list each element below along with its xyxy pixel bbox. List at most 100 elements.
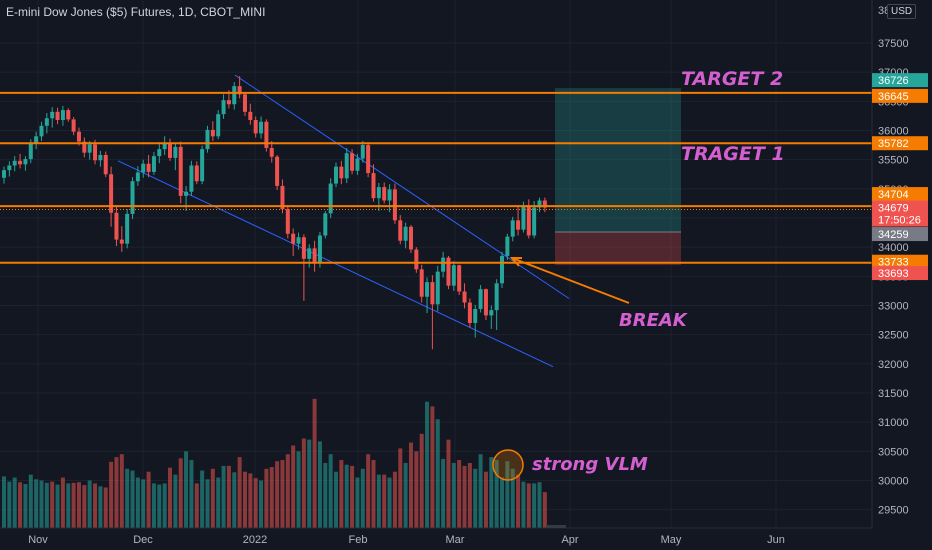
volume-bar	[483, 471, 488, 528]
volume-bar	[168, 467, 173, 528]
horizontal-levels	[0, 91, 872, 264]
volume-bar	[435, 419, 440, 528]
volume-bar	[328, 454, 333, 528]
volume-bar	[66, 483, 71, 528]
candle-body	[505, 236, 510, 256]
volume-bar	[441, 458, 446, 528]
candle	[334, 162, 339, 188]
candle-body	[392, 189, 397, 221]
candle-body	[526, 206, 531, 236]
candle-body	[323, 213, 328, 236]
volume-bar	[382, 474, 387, 528]
volume-bar	[537, 482, 542, 528]
volume-bar	[232, 472, 237, 528]
candle-body	[516, 220, 521, 230]
candle	[66, 108, 71, 122]
candle-body	[253, 119, 258, 134]
volume-bar	[221, 465, 226, 528]
time-axis-panel	[0, 528, 872, 550]
candle-body	[76, 131, 81, 142]
candle	[50, 107, 55, 128]
volume-bar	[264, 468, 269, 528]
candle-body	[237, 86, 242, 95]
candle-body	[168, 142, 173, 158]
volume-bar	[28, 474, 33, 528]
price-tick-label: 37500	[878, 38, 909, 50]
candle	[146, 154, 151, 178]
volume-bar	[371, 460, 376, 528]
candle-body	[280, 185, 285, 210]
bar-countdown-label: 17:50:26	[878, 215, 921, 227]
volume-bar	[360, 468, 365, 528]
candle	[173, 143, 178, 171]
volume-bar	[23, 483, 28, 528]
candle-body	[39, 125, 44, 137]
price-tick-label: 33000	[878, 300, 909, 312]
candle	[253, 116, 258, 138]
candle	[344, 147, 349, 183]
price-label-line: 34704	[878, 189, 909, 201]
candle-body	[328, 183, 333, 214]
candle-body	[269, 147, 274, 157]
candle	[39, 121, 44, 141]
candle	[130, 177, 135, 220]
candle	[328, 178, 333, 218]
annotation-break: BREAK	[619, 310, 689, 331]
price-label-bg	[872, 254, 928, 269]
candle	[18, 153, 23, 169]
volume-bar	[269, 467, 274, 528]
candle-body	[119, 239, 124, 244]
volume-bar	[317, 441, 322, 528]
candle-body	[55, 111, 60, 120]
candle-body	[18, 160, 23, 165]
break-arrowhead	[509, 257, 522, 267]
candle	[478, 285, 483, 313]
volume-bar	[478, 454, 483, 528]
annotation-target-1: TRAGET 1	[681, 143, 785, 165]
candle	[419, 264, 424, 303]
candle	[483, 288, 488, 321]
candle	[23, 156, 28, 171]
currency-badge[interactable]: USD	[887, 4, 917, 19]
candle	[275, 154, 280, 190]
volume-bar	[355, 477, 360, 528]
break-arrow	[511, 257, 630, 304]
candle	[360, 140, 365, 163]
volume-bar	[403, 462, 408, 528]
volume-bar	[205, 479, 210, 528]
volume-bar	[500, 477, 505, 528]
volume-bar	[12, 477, 17, 528]
channel-lower-line	[117, 160, 554, 368]
candle-body	[157, 149, 162, 157]
price-label-line: 36645	[878, 91, 909, 103]
volume-bar	[291, 445, 296, 528]
candle	[82, 137, 87, 158]
candle	[430, 275, 435, 350]
time-axis-label: Mar	[446, 534, 465, 546]
price-label-bg	[872, 187, 928, 202]
volume-bar	[366, 454, 371, 528]
candle-body	[34, 136, 39, 144]
volume-bar	[344, 464, 349, 528]
volume-bar	[350, 465, 355, 528]
candle	[114, 206, 119, 246]
candle	[537, 197, 542, 213]
candle	[264, 119, 269, 152]
candle-body	[371, 173, 376, 199]
volume-bar	[253, 478, 258, 528]
volume-bar	[44, 482, 49, 528]
volume-bar	[87, 480, 92, 528]
candle	[157, 142, 162, 164]
candle-body	[334, 166, 339, 184]
volume-bar	[184, 451, 189, 528]
volume-bar	[425, 401, 430, 528]
candle-body	[125, 213, 130, 244]
volume-bar	[408, 442, 413, 528]
volume-bar	[141, 479, 146, 528]
volume-bar	[237, 457, 242, 528]
candle	[494, 279, 499, 330]
volume-bar	[189, 460, 194, 528]
candle	[189, 160, 194, 196]
candle-body	[301, 237, 306, 259]
